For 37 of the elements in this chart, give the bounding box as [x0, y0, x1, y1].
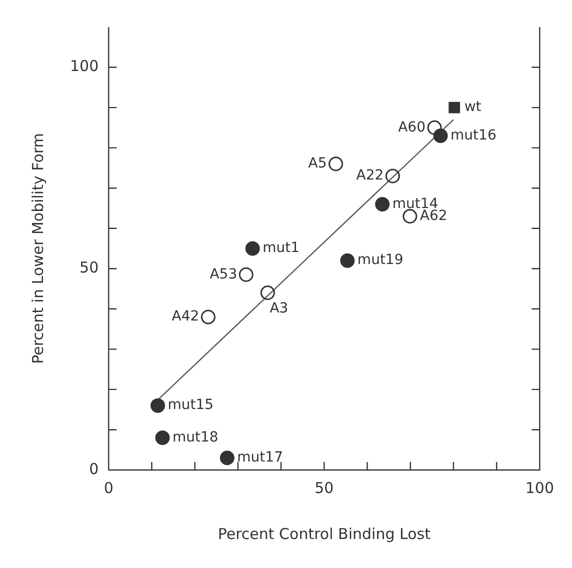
- point: [433, 128, 448, 143]
- point: [155, 430, 170, 446]
- annotation: mut17: [237, 450, 283, 466]
- point: [200, 310, 216, 324]
- point: [238, 267, 254, 282]
- annotation: mut16: [450, 127, 496, 144]
- y-tick-label: 0: [89, 460, 99, 478]
- x-tick-label: 100: [525, 478, 554, 497]
- point: [375, 196, 390, 212]
- point: [340, 253, 355, 268]
- annotation: A5: [308, 156, 327, 172]
- point: [448, 102, 460, 114]
- annotation: mut18: [172, 429, 218, 446]
- y-tick-label: 50: [80, 258, 99, 277]
- point: [328, 156, 344, 172]
- point: [245, 241, 260, 256]
- annotation: A22: [356, 168, 384, 184]
- point: [402, 209, 418, 224]
- annotation: A53: [210, 266, 238, 282]
- annotation: mut1: [262, 240, 300, 256]
- annotation: mut15: [168, 397, 214, 414]
- y-tick-label: 100: [70, 57, 99, 76]
- annotation: A60: [398, 119, 426, 136]
- point: [220, 450, 234, 466]
- annotation: mut19: [357, 252, 404, 268]
- point: [260, 286, 275, 300]
- point: [427, 120, 442, 135]
- x-tick-label: 0: [104, 478, 114, 497]
- point: [150, 398, 166, 413]
- x-tick-label: 50: [314, 478, 334, 497]
- x-axis-title: Percent Control Binding Lost: [218, 524, 431, 543]
- point: [385, 168, 400, 184]
- annotation: A42: [172, 308, 200, 325]
- annotation: A62: [420, 208, 448, 224]
- annotation: wt: [464, 99, 482, 116]
- annotation: A3: [270, 300, 288, 316]
- y-axis-title: Percent in Lower Mobility Form: [28, 133, 47, 364]
